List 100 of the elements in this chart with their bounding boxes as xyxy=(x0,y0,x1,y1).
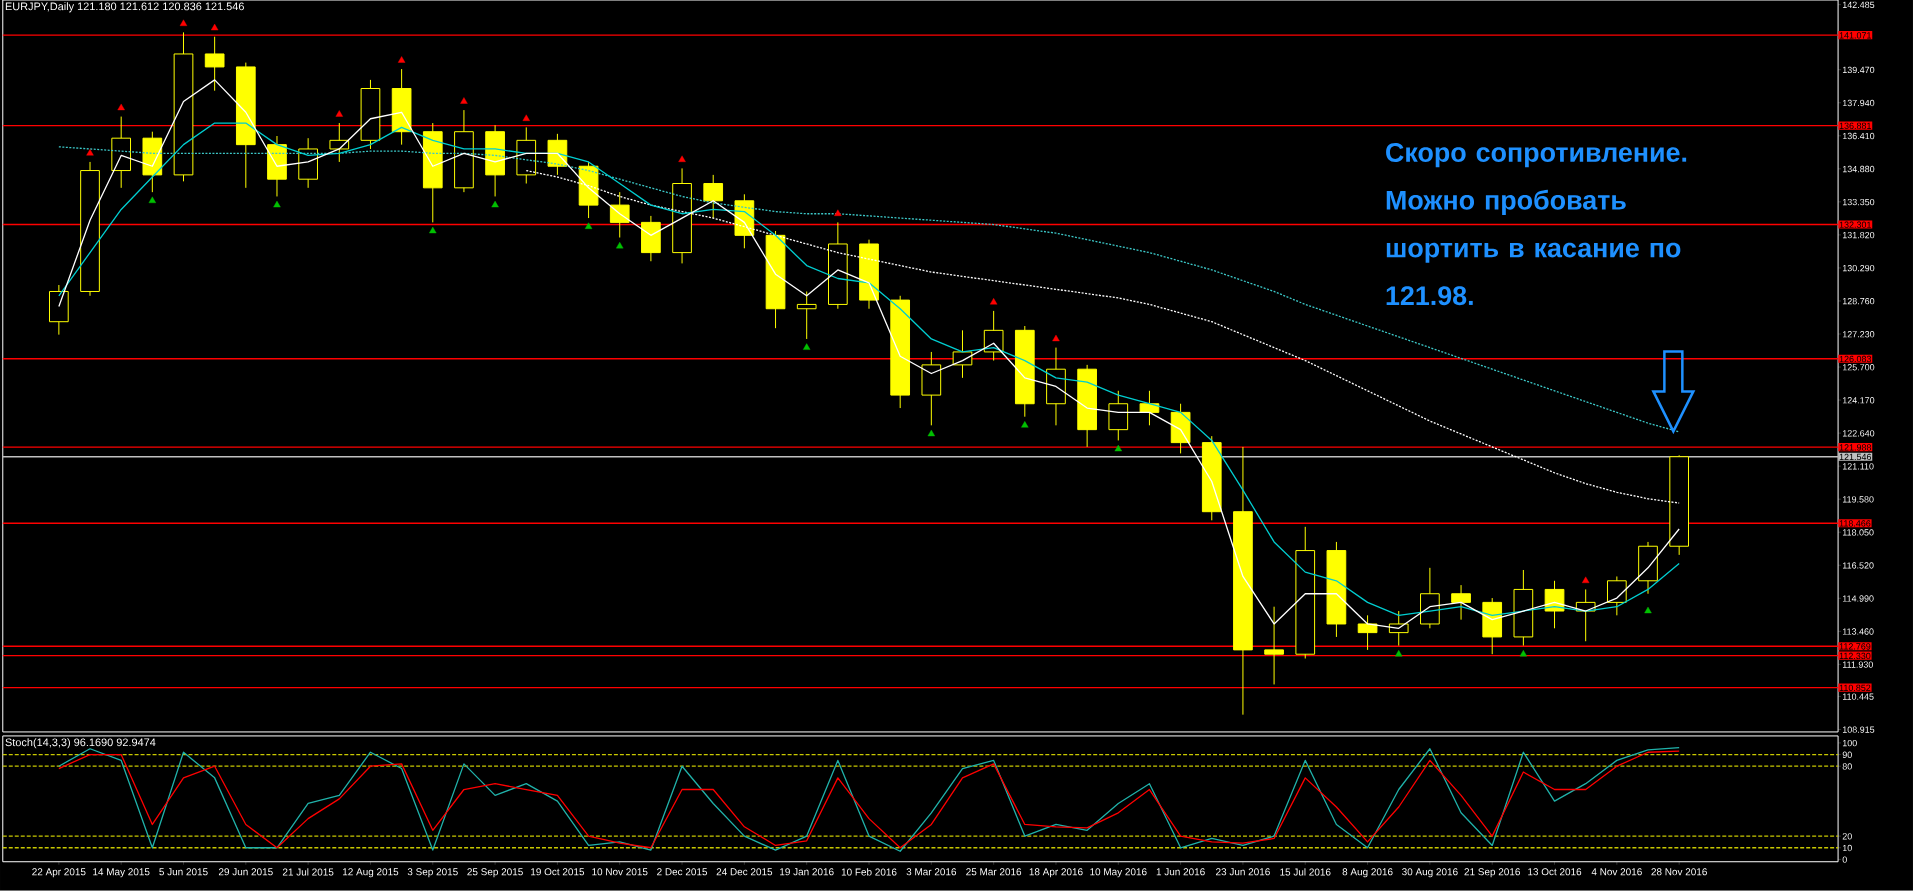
point xyxy=(273,201,281,208)
x-tick-label: 10 May 2016 xyxy=(1090,868,1147,878)
y-tick-label: 116.520 xyxy=(1842,562,1874,569)
ref-line-label: 112.769 xyxy=(1839,643,1871,650)
x-tick-label: 30 Aug 2016 xyxy=(1402,868,1458,878)
y-tick-label: 119.580 xyxy=(1842,496,1874,503)
point xyxy=(616,242,624,249)
candlestick xyxy=(1451,584,1471,621)
x-tick-label: 25 Sep 2015 xyxy=(467,868,523,878)
x-tick-label: 5 Jun 2015 xyxy=(159,868,208,876)
candlestick xyxy=(703,174,724,219)
y-tick-label: 121.110 xyxy=(1842,463,1874,470)
candlestick xyxy=(329,122,350,163)
x-tick-label: 3 Mar 2016 xyxy=(906,868,957,876)
chart-title: EURJPY,Daily 121.180 121.612 120.836 121.546 xyxy=(5,2,244,13)
x-tick-label: 10 Nov 2015 xyxy=(592,868,648,876)
y-tick-label: 110.445 xyxy=(1842,693,1874,700)
ref-line-label: 126.083 xyxy=(1839,355,1872,363)
y-tick-label: 134.880 xyxy=(1842,166,1875,173)
x-tick-label: 13 Oct 2016 xyxy=(1528,868,1582,876)
y-tick-label: 131.820 xyxy=(1842,232,1875,239)
point xyxy=(1114,445,1122,452)
y-tick-label: 90 xyxy=(1842,751,1852,759)
y-tick-label: 100 xyxy=(1842,740,1857,747)
y-tick-label: 128.760 xyxy=(1842,298,1875,305)
x-tick-label: 24 Dec 2015 xyxy=(716,868,773,876)
point xyxy=(429,226,437,234)
ref-line-label: 136.881 xyxy=(1839,122,1871,130)
point xyxy=(927,429,935,437)
y-tick-label: 125.700 xyxy=(1842,364,1875,371)
point xyxy=(678,155,686,163)
point xyxy=(1021,421,1029,428)
y-tick-label: 133.350 xyxy=(1842,199,1875,206)
y-tick-label: 124.170 xyxy=(1842,397,1875,404)
x-tick-label: 15 Jul 2016 xyxy=(1280,868,1331,876)
point xyxy=(335,110,343,117)
annotation: Скоро сопротивление. Можно пробовать шортить в касание по 121.98. xyxy=(1386,143,1687,306)
y-tick-label: 142.485 xyxy=(1842,1,1875,9)
point xyxy=(148,196,156,204)
ref-line-label: 112.330 xyxy=(1839,652,1871,660)
point xyxy=(1052,334,1060,342)
x-tick-label: 21 Jul 2015 xyxy=(282,868,334,876)
point xyxy=(491,201,499,208)
point xyxy=(584,222,593,230)
y-tick-label: 108.915 xyxy=(1842,726,1875,733)
point xyxy=(803,343,811,350)
ref-line-label: 121.546 xyxy=(1839,453,1872,461)
y-tick-label: 10 xyxy=(1842,844,1852,852)
x-tick-label: 19 Oct 2015 xyxy=(531,868,585,876)
chart-title: Stoch(14,3,3) 96.1690 92.9474 xyxy=(5,738,156,749)
x-tick-label: 2 Dec 2015 xyxy=(657,868,708,876)
x-tick-label: 25 Mar 2016 xyxy=(966,868,1022,876)
ref-line-label: 118.466 xyxy=(1839,520,1871,527)
point xyxy=(1395,650,1403,657)
ref-line-label: 121.988 xyxy=(1839,444,1872,451)
x-tick-label: 29 Jun 2015 xyxy=(218,868,273,876)
x-tick-label: 23 Jun 2016 xyxy=(1216,868,1270,876)
y-tick-label: 122.640 xyxy=(1842,430,1875,437)
candlestick xyxy=(1357,614,1378,651)
point xyxy=(117,103,125,111)
point xyxy=(1519,650,1528,657)
y-tick-label: 127.230 xyxy=(1842,331,1875,338)
x-tick-label: 19 Jan 2016 xyxy=(780,868,834,876)
y-tick-label: 114.990 xyxy=(1842,595,1874,602)
point xyxy=(522,114,530,122)
y-tick-label: 137.940 xyxy=(1842,99,1875,107)
x-tick-label: 21 Sep 2016 xyxy=(1464,868,1520,878)
point xyxy=(86,149,94,156)
point xyxy=(834,209,842,217)
candlestick xyxy=(1607,576,1627,616)
x-tick-label: 8 Aug 2016 xyxy=(1342,868,1393,878)
y-tick-label: 20 xyxy=(1842,833,1852,840)
point xyxy=(211,24,219,31)
x-tick-label: 22 Apr 2015 xyxy=(32,868,86,878)
point xyxy=(460,97,468,104)
candlestick xyxy=(1264,606,1284,686)
candlestick xyxy=(796,291,817,340)
x-tick-label: 28 Nov 2016 xyxy=(1651,868,1707,876)
ref-line-label: 141.071 xyxy=(1839,32,1871,39)
point xyxy=(1644,606,1652,614)
candlestick xyxy=(204,36,225,92)
point xyxy=(1582,576,1590,584)
y-tick-label: 111.930 xyxy=(1842,661,1873,668)
y-tick-label: 130.290 xyxy=(1842,265,1875,272)
x-tick-label: 1 Jun 2016 xyxy=(1156,868,1205,876)
x-tick-label: 4 Nov 2016 xyxy=(1591,868,1642,876)
y-tick-label: 0 xyxy=(1842,856,1847,863)
x-tick-label: 10 Feb 2016 xyxy=(841,868,897,876)
candlestick xyxy=(609,191,630,239)
point xyxy=(397,56,406,63)
x-tick-label: 14 May 2015 xyxy=(93,868,150,878)
y-tick-label: 139.470 xyxy=(1842,66,1875,74)
x-tick-label: 3 Sep 2015 xyxy=(407,868,458,878)
y-tick-label: 118.050 xyxy=(1842,529,1874,536)
x-tick-label: 12 Aug 2015 xyxy=(343,868,399,878)
x-tick-label: 18 Apr 2016 xyxy=(1029,868,1083,878)
y-tick-label: 113.460 xyxy=(1842,628,1874,635)
point xyxy=(179,19,188,27)
y-tick-label: 80 xyxy=(1842,763,1852,770)
y-tick-label: 136.410 xyxy=(1842,132,1875,140)
